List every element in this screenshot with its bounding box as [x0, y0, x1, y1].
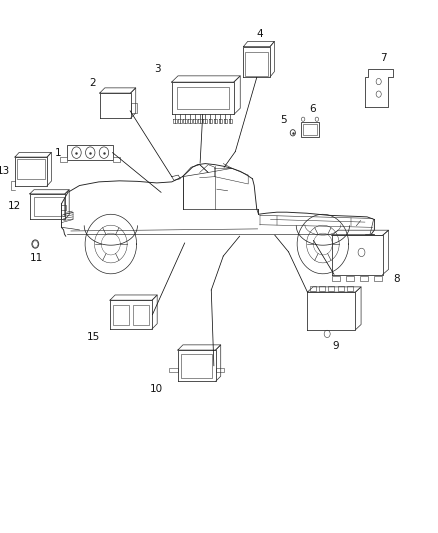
Bar: [113, 305, 129, 325]
Text: 1: 1: [55, 148, 62, 158]
Bar: [347, 286, 353, 291]
Bar: [332, 276, 340, 281]
Bar: [17, 159, 45, 179]
Bar: [245, 52, 268, 76]
Text: 11: 11: [30, 254, 43, 263]
Bar: [133, 305, 148, 325]
Text: 4: 4: [257, 29, 264, 39]
Bar: [60, 157, 67, 162]
Text: 9: 9: [332, 341, 339, 351]
Bar: [35, 197, 64, 216]
Bar: [338, 286, 344, 291]
Text: 7: 7: [380, 53, 386, 63]
Text: 2: 2: [89, 78, 95, 88]
Bar: [319, 286, 325, 291]
Bar: [181, 354, 212, 378]
Text: 13: 13: [0, 166, 10, 176]
Bar: [346, 276, 354, 281]
Bar: [360, 276, 368, 281]
Text: 15: 15: [87, 332, 101, 342]
Bar: [328, 286, 335, 291]
Text: 8: 8: [393, 274, 400, 284]
Text: 3: 3: [154, 64, 161, 74]
Bar: [374, 276, 382, 281]
Text: 5: 5: [280, 115, 286, 125]
Bar: [131, 103, 138, 114]
Bar: [169, 368, 178, 372]
Bar: [301, 122, 318, 138]
Bar: [177, 87, 229, 109]
Bar: [310, 286, 315, 291]
Text: 6: 6: [309, 104, 315, 114]
Bar: [67, 145, 113, 160]
Bar: [215, 368, 224, 372]
Text: 10: 10: [150, 384, 163, 394]
Bar: [113, 157, 120, 162]
Text: 12: 12: [8, 201, 21, 212]
Bar: [303, 124, 317, 135]
